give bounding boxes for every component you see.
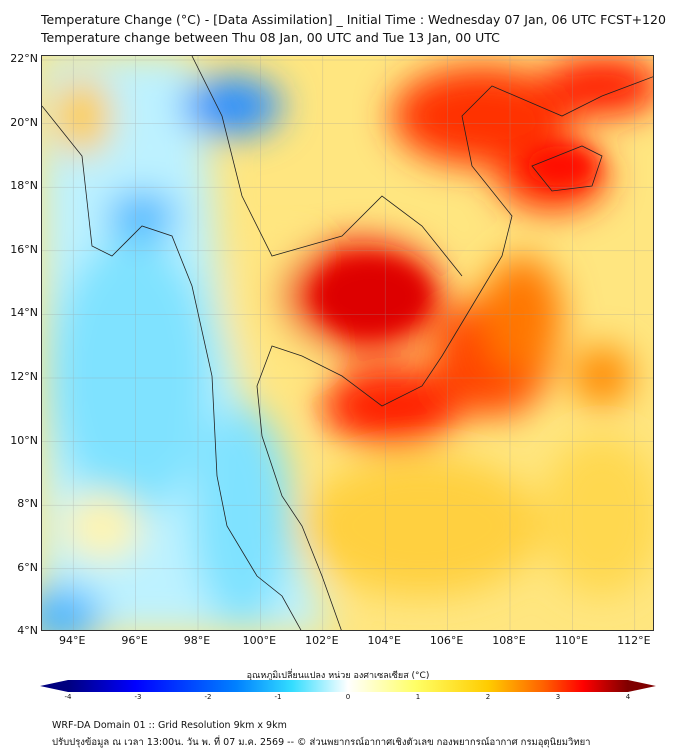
lon-label: 112°E [617,634,651,647]
colorbar-max-extend [628,680,656,692]
lon-label: 104°E [367,634,401,647]
lat-label: 14°N [10,306,38,320]
lon-label: 100°E [242,634,277,647]
colorbar [40,680,656,692]
lat-label: 10°N [10,433,38,447]
map-subtitle: Temperature change between Thu 08 Jan, 0… [41,30,500,45]
lon-label: 110°E [554,634,589,647]
lat-label: 4°N [17,624,38,638]
map-title: Temperature Change (°C) - [Data Assimila… [41,12,666,27]
lat-label: 8°N [17,497,38,511]
gridlines [42,56,653,630]
colorbar-tick-label: -3 [134,693,142,701]
lat-label: 16°N [10,242,38,256]
colorbar-tick-label: 2 [485,693,491,701]
lon-label: 98°E [183,634,211,647]
temperature-field [42,56,653,630]
lon-label: 108°E [492,634,526,647]
colorbar-tick-label: -4 [64,693,72,701]
lon-label: 96°E [121,634,148,647]
colorbar-tick-label: -2 [204,693,212,701]
colorbar-tick-label: 3 [555,693,561,701]
temperature-change-map [41,55,654,631]
lat-label: 6°N [17,560,38,574]
colorbar-tick-label: 4 [625,693,631,701]
lat-label: 20°N [10,115,38,129]
colorbar-tick-label: 1 [415,693,421,701]
colorbar-title: อุณหภูมิเปลี่ยนแปลง หน่วย องศาเซลเซียส (… [246,671,430,681]
lon-label: 102°E [305,634,339,647]
lat-label: 12°N [10,370,38,383]
colorbar-tick-label: -1 [274,693,282,701]
footer-credit: ปรับปรุงข้อมูล ณ เวลา 13:00น. วัน พ. ที่… [52,737,591,748]
lat-label: 18°N [10,179,38,193]
colorbar-min-extend [40,680,68,692]
lat-label: 22°N [10,52,38,65]
lon-label: 106°E [429,634,464,647]
lon-label: 94°E [58,634,86,647]
coastlines [42,56,653,630]
colorbar-tick-label: 0 [345,693,351,701]
footer-model-info: WRF-DA Domain 01 :: Grid Resolution 9km … [52,720,287,731]
